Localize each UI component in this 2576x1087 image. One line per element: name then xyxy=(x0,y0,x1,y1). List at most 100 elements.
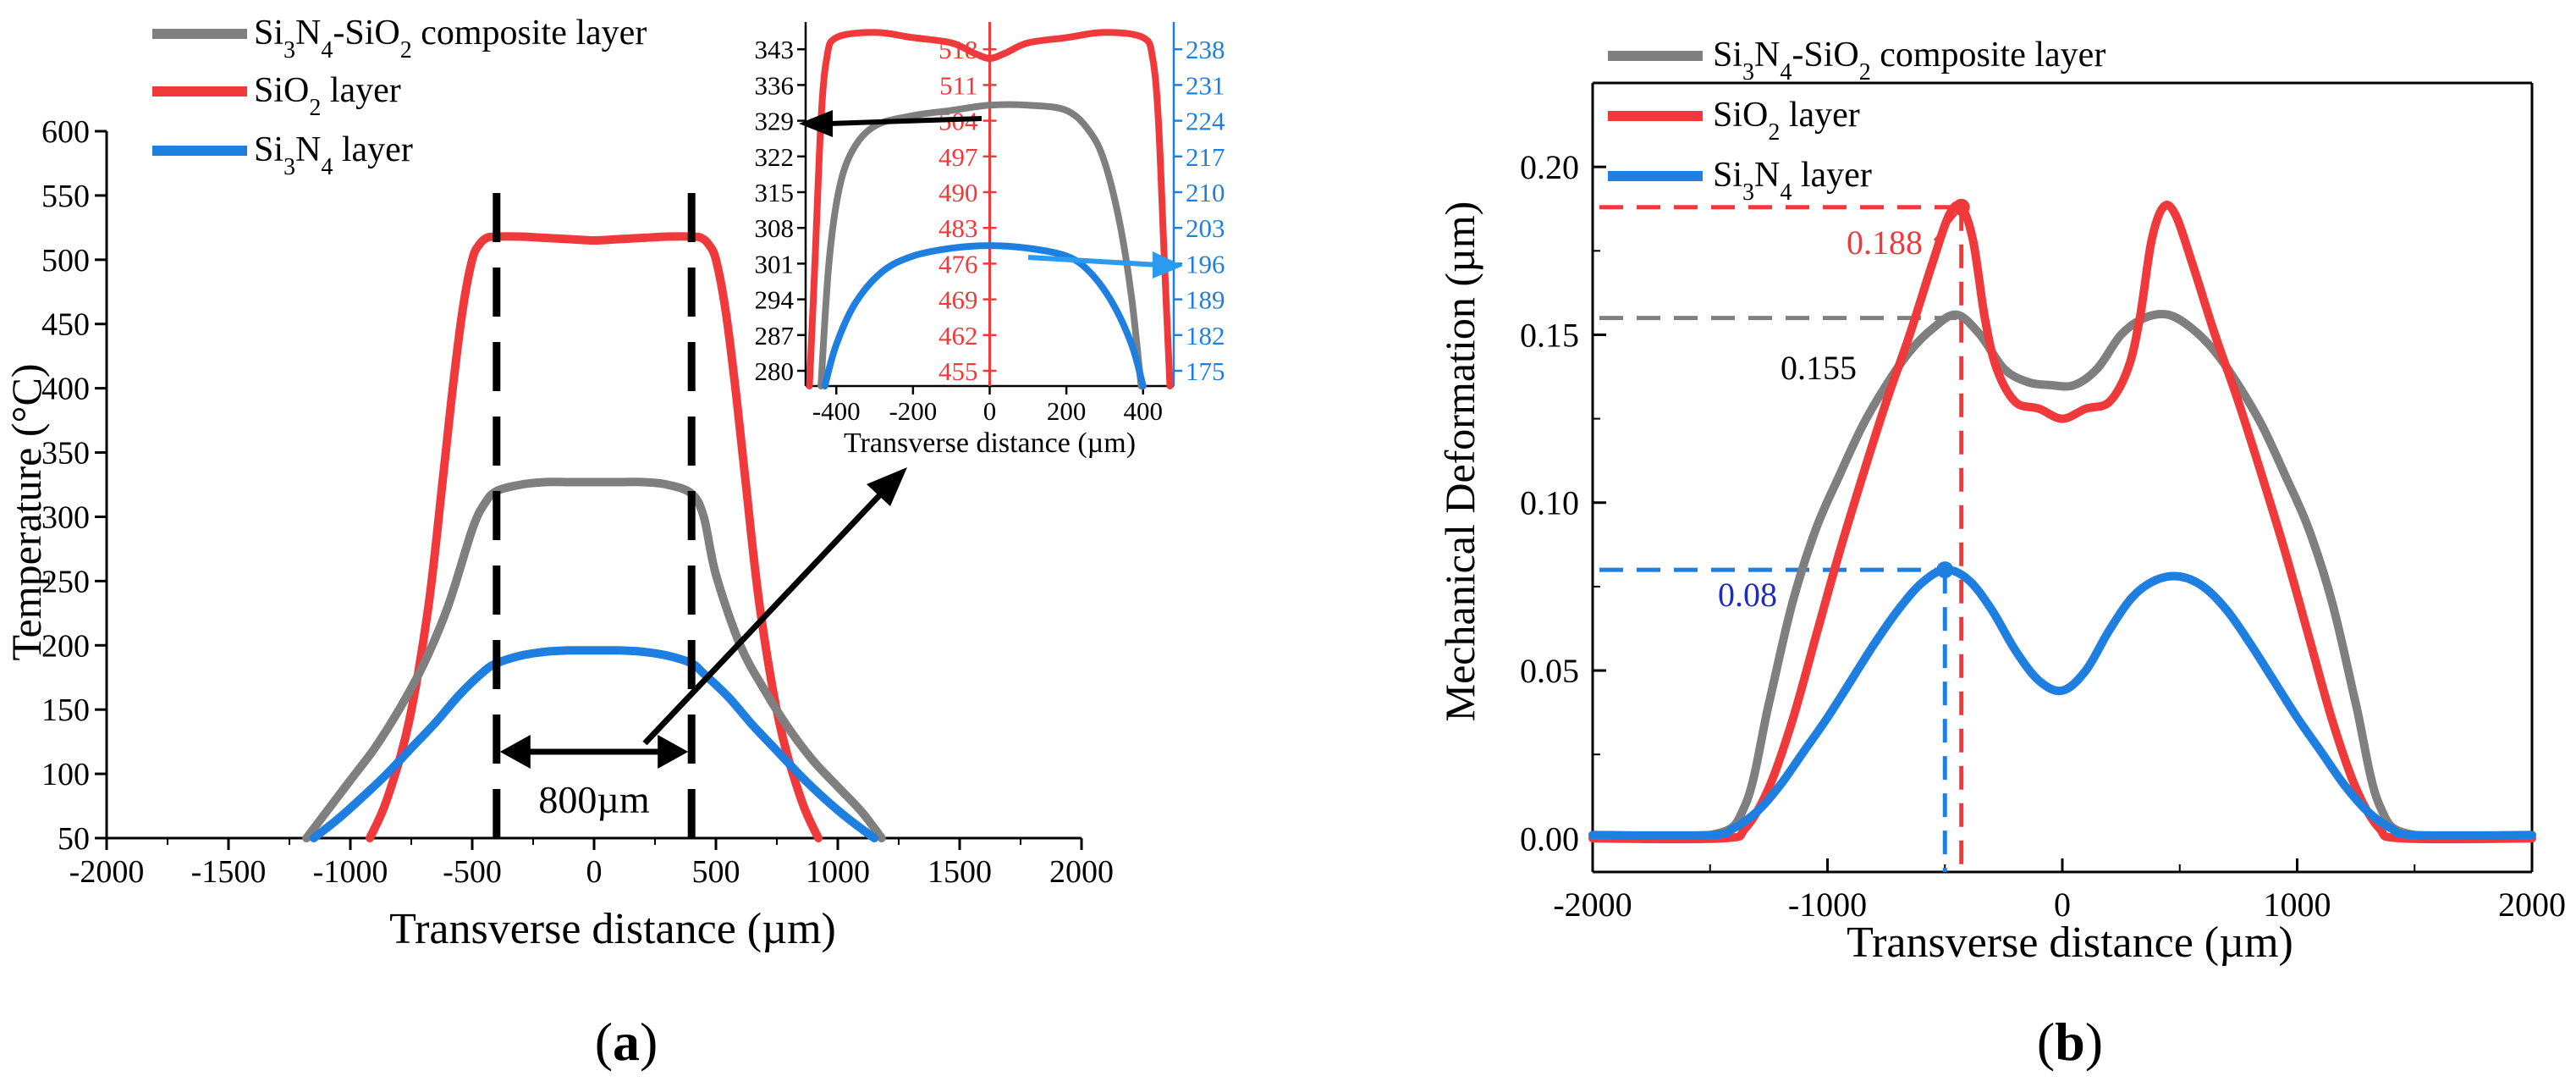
inset-x-tick-label: -200 xyxy=(889,396,937,426)
inset-left-tick-label: 301 xyxy=(755,249,795,279)
chart-a-x-tick-label: -500 xyxy=(443,854,502,890)
chart-a-x-tick-label: 0 xyxy=(586,854,603,890)
inset-right-tick-label: 224 xyxy=(1186,107,1225,136)
inset-right-tick-label: 196 xyxy=(1186,249,1225,279)
chart-a-legend-item-sio2: SiO2 layer xyxy=(254,71,401,121)
inset-right-tick-label: 238 xyxy=(1186,35,1225,64)
chart-a-inset-pointer-line xyxy=(642,487,888,746)
chart-a-x-tick-label: 1000 xyxy=(806,854,870,890)
chart-b-y-tick-label: 0.20 xyxy=(1520,148,1579,186)
inset-left-tick-label: 280 xyxy=(755,356,795,386)
chart-a-legend: Si3N4-SiO2 composite layer SiO2 layer Si… xyxy=(152,14,647,180)
chart-b-series-si3n4-layer xyxy=(1588,566,2536,840)
chart-a-y-tick-label: 400 xyxy=(41,372,90,407)
chart-b-x-tick-label: 2000 xyxy=(2498,886,2566,924)
chart-b-legend-item-si3n4: Si3N4 layer xyxy=(1713,156,1872,206)
chart-b-panel-label: (b) xyxy=(2037,1012,2103,1072)
inset-left-tick-label: 294 xyxy=(755,285,795,315)
inset-left-tick-label: 322 xyxy=(755,142,795,172)
inset-left-tick-label: 343 xyxy=(755,35,795,64)
inset-x-tick-label: 0 xyxy=(983,396,997,426)
inset-x-tick-label: -400 xyxy=(812,396,861,426)
chart-b-peak-marker-sio2 xyxy=(1952,198,1970,216)
chart-a-y-tick-label: 200 xyxy=(41,628,90,664)
chart-a-y-tick-label: 450 xyxy=(41,307,90,343)
inset-arrow-left-line xyxy=(828,116,983,126)
chart-a-legend-item-composite: Si3N4-SiO2 composite layer xyxy=(254,14,647,63)
inset-x-tick-label: 400 xyxy=(1124,396,1164,426)
chart-a-legend-item-si3n4: Si3N4 layer xyxy=(254,130,413,180)
chart-a-y-axis-label: Temperature (°C) xyxy=(3,363,50,660)
inset-mid-tick-label: 497 xyxy=(938,142,978,172)
inset-mid-tick-label: 462 xyxy=(938,321,978,350)
inset-mid-tick-label: 469 xyxy=(938,285,978,315)
inset-series-sio2 xyxy=(806,29,1174,389)
chart-a-series-sio2-layer xyxy=(366,232,823,842)
inset-mid-tick-label: 483 xyxy=(938,213,978,243)
inset-left-tick-label: 336 xyxy=(755,70,795,100)
chart-a-axes-frame: -2000 -1500 -1000 -500 0 500 1000 1500 200050100… xyxy=(41,114,1114,890)
inset-right-tick-label: 210 xyxy=(1186,178,1225,207)
chart-b-series-si3n4-sio2-composite-layer xyxy=(1588,309,2536,842)
chart-a-series xyxy=(302,232,886,842)
inset-right-tick-label: 189 xyxy=(1186,285,1225,315)
chart-b-guides xyxy=(1599,205,1964,872)
chart-a-panel-label: (a) xyxy=(595,1012,658,1072)
inset-series-composite xyxy=(817,101,1145,389)
inset-arrow-left-head xyxy=(799,110,833,137)
chart-b-y-tick-label: 0.00 xyxy=(1520,819,1579,858)
inset-x-tick-label: 200 xyxy=(1047,396,1087,426)
inset-mid-tick-label: 455 xyxy=(938,356,978,386)
chart-a-x-tick-label: 2000 xyxy=(1049,854,1114,890)
inset-right-tick-label: 203 xyxy=(1186,213,1225,243)
inset-right-tick-label: 175 xyxy=(1186,356,1225,386)
chart-a-y-tick-label: 350 xyxy=(41,436,90,472)
chart-a-y-tick-label: 50 xyxy=(58,821,90,857)
chart-b-series xyxy=(1588,201,2536,844)
chart-a-x-tick-label: 500 xyxy=(692,854,740,890)
chart-b-series-sio2-layer xyxy=(1588,201,2536,844)
chart-a-x-tick-label: -1500 xyxy=(191,854,267,890)
chart-a-span-arrowhead-right xyxy=(658,735,689,769)
chart-b-axes-frame: -2000 -1000 0 1000 2000 0.00 0.05 0.10 0.15 0.20 xyxy=(1520,81,2566,924)
chart-a-inset-pointer-arrowhead xyxy=(867,467,907,506)
chart-b-x-tick-label: -1000 xyxy=(1788,886,1867,924)
chart-b-legend: Si3N4-SiO2 composite layer SiO2 layer Si… xyxy=(1608,36,2105,206)
chart-b-x-tick-label: 1000 xyxy=(2264,886,2331,924)
inset-left-tick-label: 308 xyxy=(755,213,795,243)
chart-a-y-tick-label: 500 xyxy=(41,243,90,279)
chart-b-x-tick-label: 0 xyxy=(2054,886,2071,924)
chart-b-y-axis-label: Mechanical Deformation (µm) xyxy=(1436,201,1483,722)
chart-b-peak-leader-sio2 xyxy=(1933,212,1957,241)
chart-b-x-axis-label: Transverse distance (µm) xyxy=(1847,919,2293,967)
chart-b-y-tick-label: 0.05 xyxy=(1520,652,1579,690)
chart-a-x-axis-label: Transverse distance (µm) xyxy=(389,905,836,953)
chart-b-legend-item-composite: Si3N4-SiO2 composite layer xyxy=(1713,36,2105,86)
chart-a-span-label: 800µm xyxy=(538,778,650,821)
chart-b: -2000 -1000 0 1000 20000.000.050.100.150.20 … xyxy=(1436,36,2566,1072)
inset-right-tick-label: 231 xyxy=(1186,70,1225,100)
chart-a-span-arrowhead-left xyxy=(499,735,531,769)
chart-a-annotations: 800µm xyxy=(493,193,907,838)
chart-a-series-si3n4-layer xyxy=(309,646,879,842)
chart-a-x-tick-label: -2000 xyxy=(69,854,145,890)
chart-b-peak-label-sio2: 0.188 xyxy=(1847,223,1923,262)
inset-left-tick-label: 315 xyxy=(755,178,795,207)
chart-a-series-si3n4-sio2-composite-layer xyxy=(302,477,886,842)
chart-b-y-tick-label: 0.10 xyxy=(1520,484,1579,522)
chart-a-y-tick-label: 250 xyxy=(41,564,90,599)
chart-a-x-tick-label: 1500 xyxy=(927,854,992,890)
inset-left-tick-label: 329 xyxy=(755,107,795,136)
chart-a-y-tick-label: 300 xyxy=(41,499,90,535)
chart-a-y-tick-label: 550 xyxy=(41,179,90,214)
inset-mid-tick-label: 476 xyxy=(938,249,978,279)
chart-b-y-tick-label: 0.15 xyxy=(1520,316,1579,354)
inset-right-tick-label: 217 xyxy=(1186,142,1225,172)
chart-b-peak-label-composite: 0.155 xyxy=(1781,349,1857,387)
chart-a-y-tick-label: 600 xyxy=(41,114,90,150)
inset-mid-tick-label: 511 xyxy=(939,70,977,100)
inset-right-tick-label: 182 xyxy=(1186,321,1225,350)
chart-b-legend-item-sio2: SiO2 layer xyxy=(1713,96,1860,146)
